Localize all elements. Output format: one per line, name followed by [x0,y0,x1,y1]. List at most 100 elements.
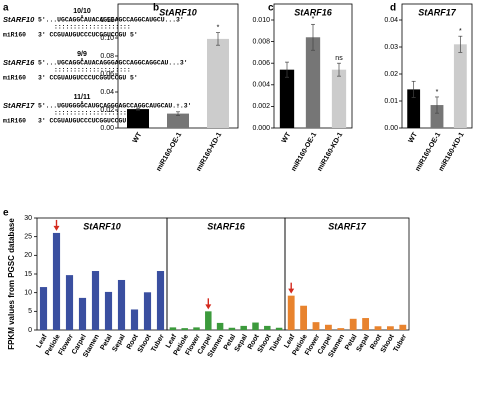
y-tick-label: 0.00 [100,125,114,132]
bar [252,322,259,330]
pairing: :::::::::::::::::::: [54,24,131,31]
y-tick-label: 0.06 [100,71,114,78]
x-tick-label: WT [281,131,293,145]
y-tick-label: 15 [24,271,32,278]
bar [127,109,149,128]
chart-title: StARF16 [294,7,333,17]
y-tick-label: 0.010 [252,17,270,24]
bar [324,324,332,330]
bar [300,305,308,330]
bar [181,328,188,330]
panel-label: a [3,3,9,14]
target-seq: 5′...UGCAGGCAUACAGGGAGCCAGGCAGGCAU...3′ [38,60,188,67]
x-tick-label: miR160-KD-1 [438,131,466,172]
bar [39,287,48,330]
highlight-arrowhead [205,304,212,310]
y-tick-label: 0.006 [252,60,270,67]
bar [52,232,61,330]
y-tick-label: 10 [24,290,32,297]
bar [205,311,212,330]
significance: * [312,16,315,23]
y-tick-label: 0.04 [100,89,114,96]
chart-title: StARF17 [418,7,457,17]
x-tick-label: miR160-OE-1 [414,131,442,172]
bar [275,327,283,330]
gene-name: StARF16 [3,58,35,67]
bar [65,275,74,330]
bar [264,325,271,330]
y-tick-label: 0.000 [252,125,270,132]
match-ratio: 9/9 [77,51,87,58]
bar [374,326,382,330]
mirna-seq: 3′ CCGUAUGUCCCUCGGUCCGU 5′ [38,118,138,125]
bar [453,44,467,128]
significance: * [436,89,439,96]
bar [279,69,295,128]
facet-title: StARF17 [328,221,367,231]
significance: ns [335,55,343,62]
bar [228,327,236,330]
x-tick-label: Tuber [393,333,409,353]
mirna-name: miR160 [3,75,26,82]
bar [91,271,100,330]
y-tick-label: 0.04 [384,17,398,24]
panel-label: b [153,3,159,14]
pairing: :::::::::::::::::::: [54,67,131,74]
y-tick-label: 0.10 [100,35,114,42]
bar [130,309,139,330]
bar [216,322,224,330]
y-tick-label: 0.02 [384,71,398,78]
bar [287,295,295,330]
bar [305,37,321,128]
y-tick-label: 0.002 [252,103,270,110]
significance: * [217,24,220,31]
mirna-seq: 3′ CCGUAUGUCCCUCGGUCCGU 5′ [38,32,138,39]
bar [407,89,421,128]
y-tick-label: 0.004 [252,82,270,89]
y-tick-label: 0.12 [100,17,114,24]
x-tick-label: miR160-KD-1 [316,131,344,172]
bar [167,113,189,128]
x-tick-label: WT [407,131,419,145]
x-tick-label: Tuber [150,333,166,353]
mirna-seq: 3′ CCGUAUGUCCCUCGGUCCGU 5′ [38,75,138,82]
pairing: :::::::::::::::::::: [54,110,131,117]
bar [207,38,229,128]
highlight-arrowhead [288,288,295,294]
y-axis-label: FPKM values from PGSC database [7,218,16,350]
gene-name: StARF10 [3,15,35,24]
mirna-name: miR160 [3,118,26,125]
bar [78,297,87,330]
bar [362,318,370,330]
x-tick-label: Sepal [111,333,126,353]
bar [143,292,152,330]
y-tick-label: 0.02 [100,107,114,114]
bar [156,271,165,330]
x-tick-label: miR160-KD-1 [195,131,223,172]
facet-title: StARF16 [207,221,246,231]
significance: * [177,104,180,111]
y-tick-label: 0.008 [252,38,270,45]
y-tick-label: 0.03 [384,44,398,51]
y-tick-label: 30 [24,215,32,222]
bar [193,327,200,330]
panel-label: c [268,3,274,14]
gene-name: StARF17 [3,101,35,110]
bar [104,291,113,330]
y-tick-label: 0.01 [384,98,398,105]
bar [117,279,126,330]
y-tick-label: 5 [28,308,32,315]
match-ratio: 10/10 [73,8,91,15]
chart-title: StARF10 [159,7,197,17]
facet-frame [284,217,410,331]
x-tick-label: miR160-OE-1 [155,131,183,172]
facet-title: StARF10 [83,221,121,231]
bar [349,318,357,330]
significance: * [459,28,462,35]
bar [386,326,394,330]
bar [240,325,247,330]
bar [331,69,347,128]
bar [430,105,444,128]
match-ratio: 11/11 [74,94,91,101]
